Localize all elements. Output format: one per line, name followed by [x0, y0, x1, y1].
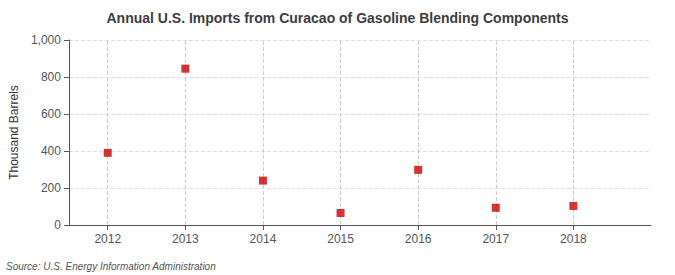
svg-text:200: 200 — [41, 181, 61, 195]
svg-text:2013: 2013 — [172, 232, 199, 246]
svg-text:2012: 2012 — [94, 232, 121, 246]
svg-text:Annual U.S. Imports from Curac: Annual U.S. Imports from Curacao of Gaso… — [106, 10, 568, 26]
svg-text:2017: 2017 — [482, 232, 509, 246]
svg-text:Source: U.S. Energy Informatio: Source: U.S. Energy Information Administ… — [6, 261, 216, 272]
svg-text:2016: 2016 — [405, 232, 432, 246]
svg-text:0: 0 — [54, 218, 61, 232]
svg-text:600: 600 — [41, 107, 61, 121]
svg-text:Thousand Barrels: Thousand Barrels — [7, 85, 21, 180]
svg-text:2014: 2014 — [250, 232, 277, 246]
svg-text:400: 400 — [41, 144, 61, 158]
svg-text:800: 800 — [41, 70, 61, 84]
svg-text:2015: 2015 — [327, 232, 354, 246]
svg-text:1,000: 1,000 — [31, 33, 61, 47]
svg-text:2018: 2018 — [560, 232, 587, 246]
